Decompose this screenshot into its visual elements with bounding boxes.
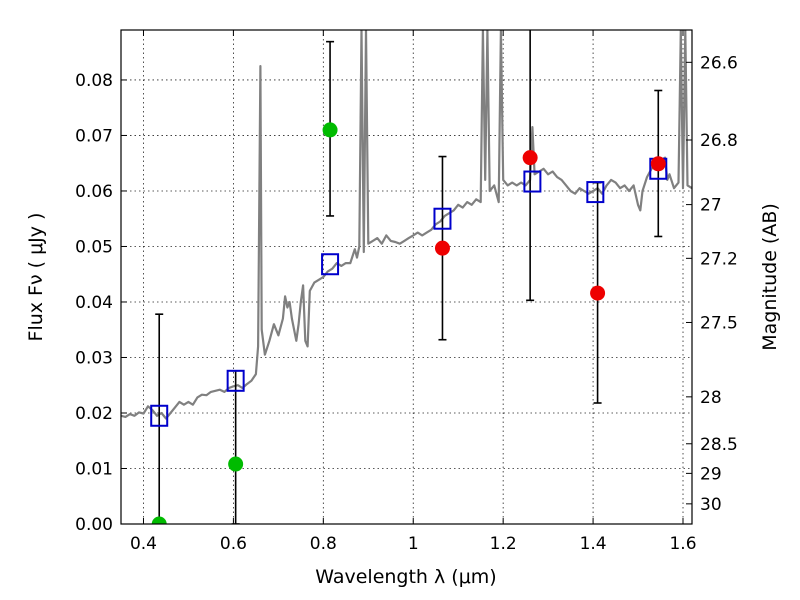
x-tick-label: 0.4 [130,534,157,554]
y2-tick-label: 28 [700,388,722,408]
x-tick-label: 1.4 [580,534,607,554]
observed-point [590,285,606,301]
y-tick-label: 0.08 [75,71,113,91]
upper-limit-point [228,456,244,472]
y-tick-label: 0.00 [75,515,113,535]
model-spectrum-layer [121,30,692,420]
model-point-square [150,404,169,427]
y2-tick-label: 26.6 [700,53,738,73]
y-tick-label: 0.06 [75,182,113,202]
x-tick-label: 1.2 [490,534,517,554]
axis-ticks: 0.4 0.6 0.8 1 1.2 1.4 1.6 0.00 0.01 0.02 0.03 0.04 0… [75,30,738,554]
y2-tick-label: 27.2 [700,249,738,269]
model-point-square [523,170,542,193]
grid-lines [121,30,692,524]
y2-axis-title: Magnitude (AB) [759,203,781,351]
model-point-square [321,253,340,276]
model-point-square [433,207,452,230]
y2-tick-label: 29 [700,464,722,484]
observed-point [522,150,538,166]
y-tick-label: 0.02 [75,404,113,424]
x-axis-title: Wavelength λ (μm) [315,566,496,588]
observed-point [650,156,666,172]
x-tick-label: 0.8 [310,534,337,554]
x-tick-label: 1.6 [669,534,696,554]
y2-tick-label: 26.8 [700,131,738,151]
y-tick-label: 0.01 [75,459,113,479]
observed-point [434,240,450,256]
y-axis-title: Flux Fν ( μJy ) [25,213,47,342]
model-point-square [226,369,245,392]
model-point-square [586,181,605,204]
y-tick-label: 0.05 [75,237,113,257]
y-tick-label: 0.07 [75,126,113,146]
y-tick-label: 0.03 [75,348,113,368]
upper-limit-point [322,122,338,138]
y2-tick-label: 28.5 [700,435,738,455]
upper-limit-point [151,516,167,524]
model-spectrum-line [121,30,692,420]
y2-tick-label: 27 [700,196,722,216]
x-tick-label: 1 [408,534,419,554]
y2-tick-label: 27.5 [700,313,738,333]
x-tick-label: 0.6 [220,534,247,554]
plot-frame [120,29,693,525]
marker-layer [150,122,668,524]
y-tick-label: 0.04 [75,293,113,313]
errorbar-layer [155,30,663,524]
y2-tick-label: 30 [700,495,722,515]
